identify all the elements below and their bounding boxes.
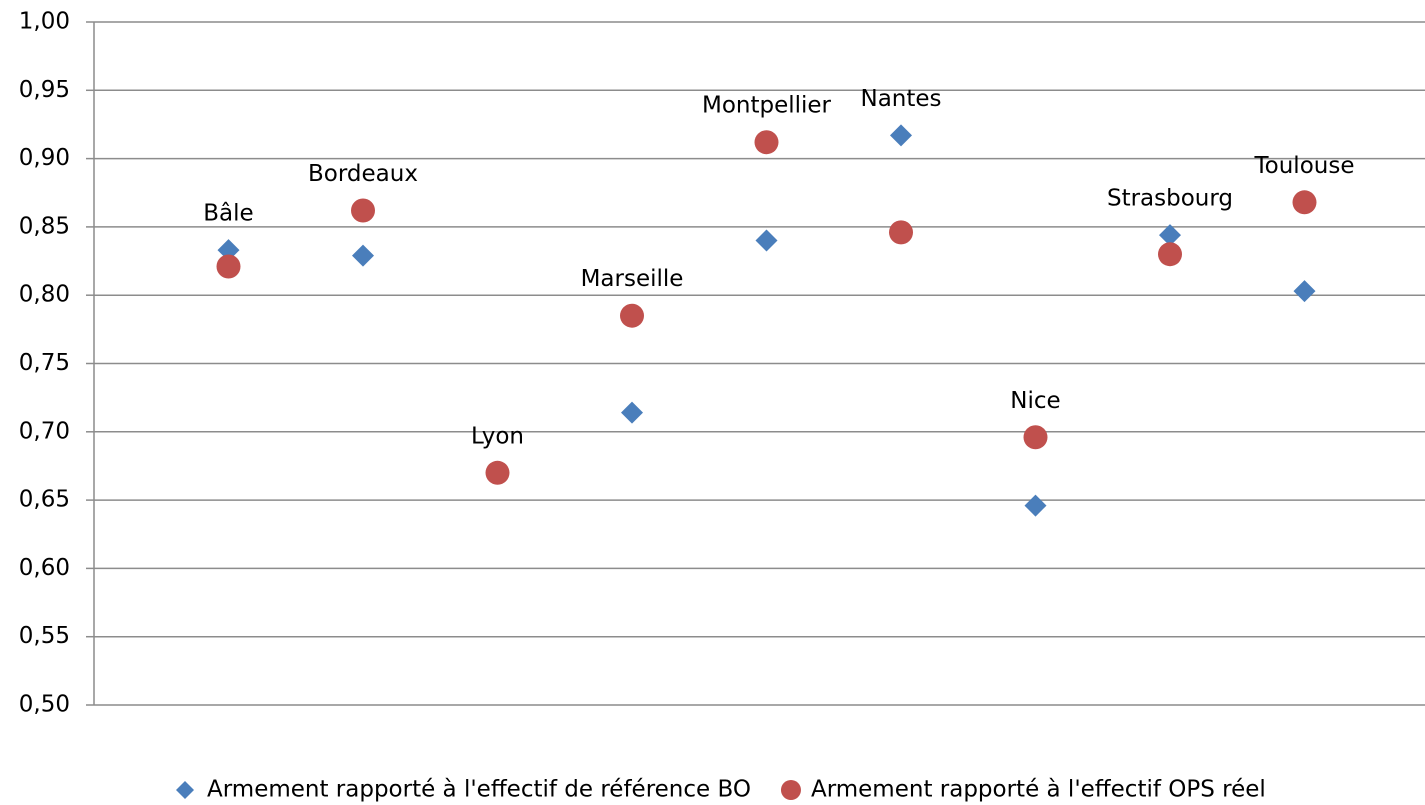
point-circle: [485, 460, 510, 485]
y-tick-label: 0,70: [19, 418, 70, 444]
point-diamond: [1159, 224, 1181, 247]
point-diamond: [890, 124, 912, 147]
legend-marker: [176, 781, 194, 799]
point-circle: [351, 198, 375, 223]
point-label: Strasbourg: [1107, 186, 1233, 212]
point-circle: [889, 220, 913, 245]
point-label: Bordeaux: [308, 161, 418, 187]
point-circle: [1292, 190, 1317, 215]
point-label: Toulouse: [1254, 153, 1355, 179]
point-diamond: [217, 239, 240, 262]
y-tick-label: 0,80: [19, 282, 70, 308]
y-tick-label: 0,55: [19, 623, 70, 649]
y-tick-label: 0,65: [19, 487, 70, 513]
legend-marker: [780, 780, 801, 800]
y-tick-label: 0,85: [19, 213, 70, 239]
legend-label: Armement rapporté à l'effectif OPS réel: [811, 777, 1266, 803]
point-diamond: [1024, 494, 1047, 517]
y-tick-label: 0,50: [19, 692, 70, 718]
point-label: Nice: [1010, 388, 1060, 414]
point-diamond: [1293, 280, 1316, 303]
point-circle: [216, 254, 241, 279]
y-tick-label: 0,60: [19, 555, 70, 581]
point-label: Nantes: [860, 86, 941, 112]
point-circle: [754, 130, 779, 155]
point-circle: [620, 303, 644, 328]
point-label: Lyon: [471, 423, 524, 449]
point-label: Bâle: [203, 201, 253, 227]
point-circle: [1023, 425, 1048, 450]
point-diamond: [352, 244, 374, 267]
legend-label: Armement rapporté à l'effectif de référe…: [207, 777, 751, 803]
point-label: Montpellier: [702, 93, 832, 119]
y-tick-label: 1,00: [19, 9, 70, 35]
point-label: Marseille: [581, 266, 684, 292]
y-tick-label: 0,75: [19, 350, 70, 376]
y-tick-label: 0,95: [19, 77, 70, 103]
y-tick-label: 0,90: [19, 145, 70, 171]
point-diamond: [621, 401, 643, 424]
point-diamond: [755, 229, 778, 252]
point-circle: [1158, 242, 1182, 267]
